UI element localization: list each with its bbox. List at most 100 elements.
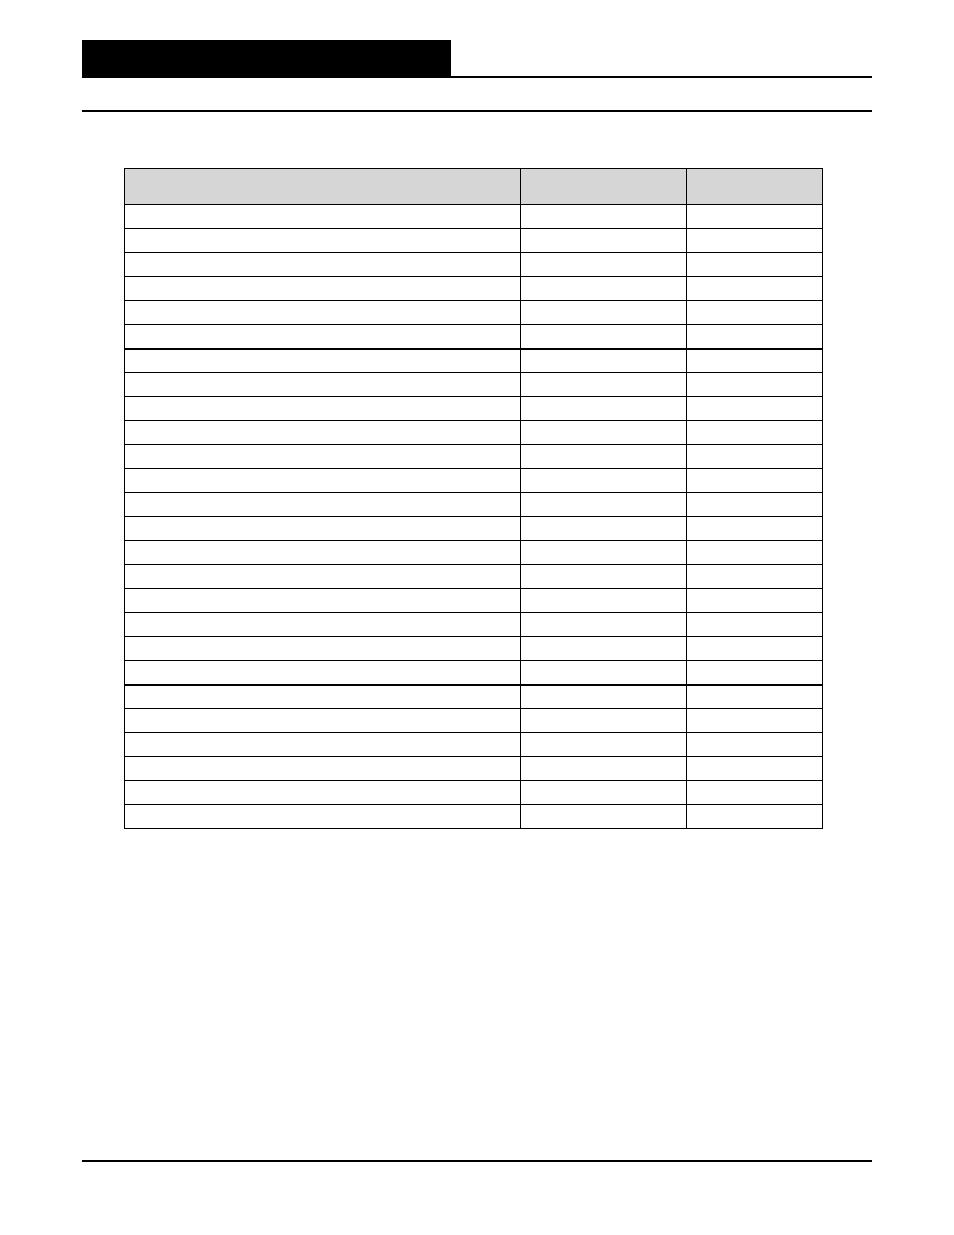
table-cell (521, 277, 687, 301)
table-cell (687, 349, 823, 373)
table-cell (687, 469, 823, 493)
table-cell (125, 205, 521, 229)
table-row (125, 565, 823, 589)
table-cell (125, 445, 521, 469)
table-row (125, 421, 823, 445)
table-cell (687, 445, 823, 469)
table-cell (687, 205, 823, 229)
table-header-cell (125, 169, 521, 205)
table-cell (687, 253, 823, 277)
table-cell (687, 397, 823, 421)
footer-rule (82, 1160, 872, 1162)
table-cell (687, 685, 823, 709)
table-cell (125, 685, 521, 709)
table-cell (687, 805, 823, 829)
table-cell (521, 661, 687, 685)
table-cell (521, 757, 687, 781)
table-cell (687, 229, 823, 253)
table-row (125, 493, 823, 517)
table-cell (521, 541, 687, 565)
table-cell (521, 349, 687, 373)
table-row (125, 517, 823, 541)
table-row (125, 805, 823, 829)
table-cell (521, 781, 687, 805)
table-cell (125, 709, 521, 733)
table-row (125, 661, 823, 685)
table-cell (521, 229, 687, 253)
table-cell (521, 301, 687, 325)
table-cell (125, 229, 521, 253)
table-cell (125, 373, 521, 397)
table-header-cell (521, 169, 687, 205)
table-row (125, 325, 823, 349)
table-head (125, 169, 823, 205)
table-cell (521, 517, 687, 541)
table-cell (687, 781, 823, 805)
table-row (125, 757, 823, 781)
table-cell (125, 781, 521, 805)
table-cell (125, 589, 521, 613)
table-cell (521, 205, 687, 229)
table-row (125, 709, 823, 733)
table-cell (125, 301, 521, 325)
table-row (125, 349, 823, 373)
table-cell (687, 373, 823, 397)
table-cell (125, 349, 521, 373)
table-cell (125, 565, 521, 589)
table-cell (521, 397, 687, 421)
table-cell (687, 517, 823, 541)
table-header-row (125, 169, 823, 205)
table-cell (521, 565, 687, 589)
table-row (125, 397, 823, 421)
table-row (125, 541, 823, 565)
table-cell (521, 253, 687, 277)
table-cell (521, 733, 687, 757)
table-row (125, 685, 823, 709)
table-cell (687, 757, 823, 781)
table-cell (687, 541, 823, 565)
table-cell (687, 421, 823, 445)
table-cell (521, 325, 687, 349)
table-container (124, 168, 822, 829)
table-header-cell (687, 169, 823, 205)
table-cell (125, 493, 521, 517)
table-cell (521, 589, 687, 613)
header-rule (82, 76, 872, 78)
table-cell (521, 493, 687, 517)
table-cell (687, 613, 823, 637)
table-cell (125, 325, 521, 349)
table-cell (521, 805, 687, 829)
table-cell (521, 709, 687, 733)
table-cell (521, 637, 687, 661)
table-cell (125, 421, 521, 445)
table-body (125, 205, 823, 829)
table-cell (521, 421, 687, 445)
table-cell (125, 253, 521, 277)
table-cell (125, 469, 521, 493)
table-cell (687, 637, 823, 661)
table-cell (125, 661, 521, 685)
table-row (125, 229, 823, 253)
table-cell (687, 661, 823, 685)
table-cell (125, 541, 521, 565)
table-cell (687, 733, 823, 757)
table-row (125, 205, 823, 229)
table-cell (521, 469, 687, 493)
table-cell (687, 493, 823, 517)
table-cell (125, 805, 521, 829)
table-cell (125, 757, 521, 781)
table-cell (521, 373, 687, 397)
table-row (125, 277, 823, 301)
table-cell (125, 397, 521, 421)
table-cell (687, 589, 823, 613)
subheader-rule (82, 110, 872, 112)
table-cell (687, 565, 823, 589)
table-row (125, 301, 823, 325)
table-cell (125, 277, 521, 301)
table-cell (521, 445, 687, 469)
table-cell (687, 325, 823, 349)
table-row (125, 733, 823, 757)
table-cell (687, 301, 823, 325)
table-cell (521, 613, 687, 637)
table-row (125, 781, 823, 805)
